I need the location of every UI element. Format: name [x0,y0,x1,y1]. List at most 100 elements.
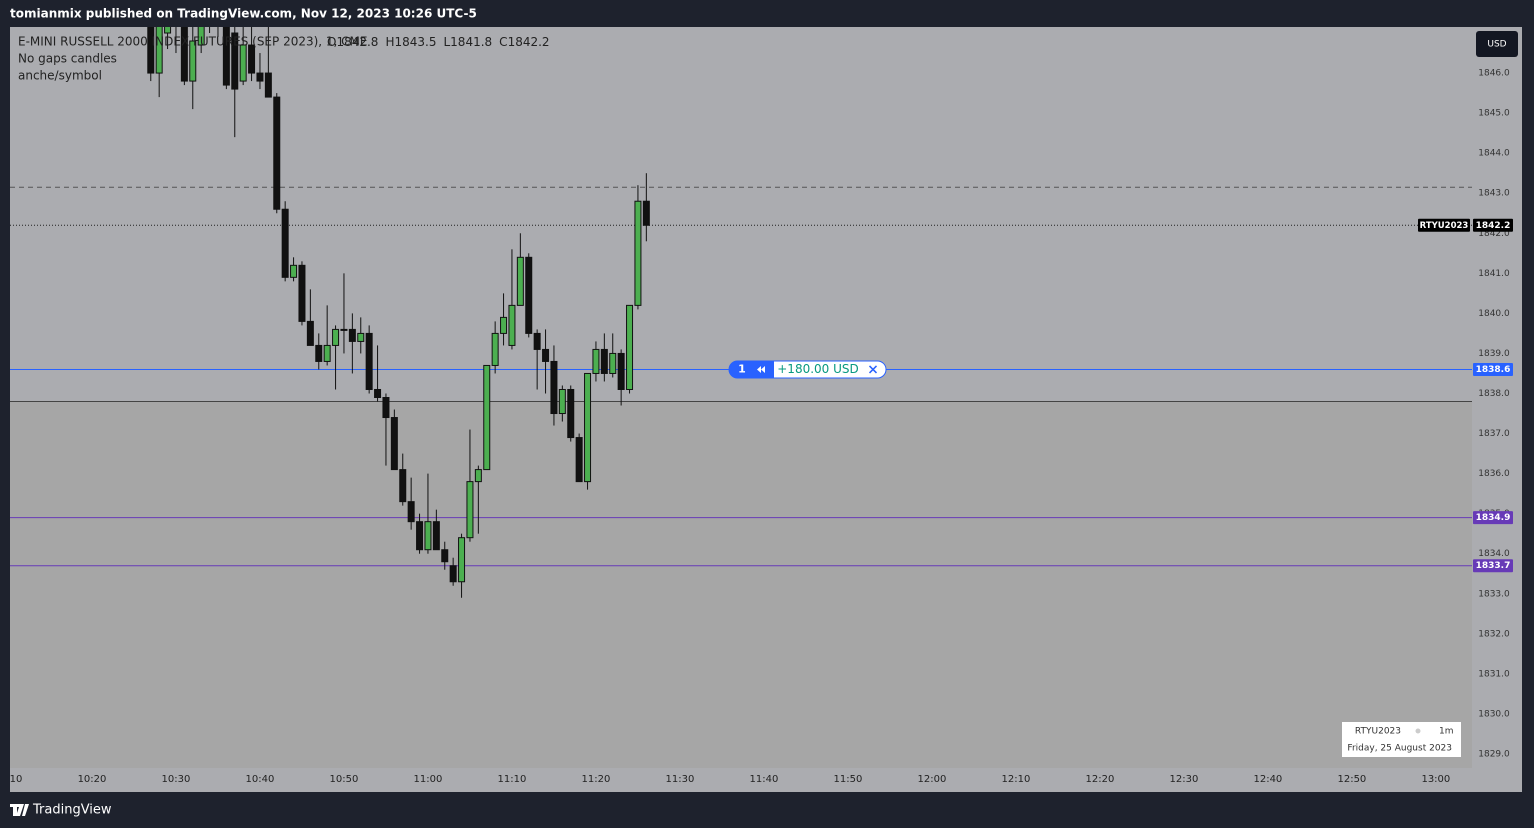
candle-body [281,208,289,278]
x-tick-label: 12:00 [918,774,947,785]
candle-body [424,521,432,551]
x-tick-label: 11:40 [750,774,779,785]
candle-body [264,72,272,98]
info-interval: 1m [1439,727,1454,737]
candle-body [407,501,415,523]
y-tick-label: 1829.0 [1478,749,1510,759]
price-label-bg [1473,559,1513,573]
candle-body [290,264,298,278]
candle-body [466,481,474,539]
x-tick-label: 12:30 [1169,774,1198,785]
x-tick-label: 10:40 [246,774,275,785]
candle-body [164,27,172,34]
candle-body [382,397,390,419]
position-qty-bg[interactable] [729,360,774,378]
y-tick-label: 1845.0 [1478,109,1510,119]
ohlc-value: 1842.2 [508,35,550,49]
y-tick-label: 1837.0 [1478,429,1510,439]
candle-body [432,521,440,551]
position-quantity[interactable]: 1 [738,362,746,375]
session-icon [1415,728,1421,734]
x-tick-label: 12:10 [1001,774,1030,785]
candle-body [533,332,541,350]
indicator-label: anche/symbol [18,69,102,83]
price-label: 1834.9 [1476,513,1511,523]
candle-body [306,320,314,346]
price-label-bg [1473,362,1513,376]
y-tick-label: 1836.0 [1478,469,1510,479]
x-tick-label: 12:20 [1085,774,1114,785]
price-label-bg [1473,511,1513,525]
x-tick-label: 11:50 [834,774,863,785]
candle-body [642,200,650,226]
brand-logo [10,804,29,816]
candle-body [180,27,188,82]
candle-body [567,388,575,439]
candle-body [155,27,163,74]
candle-body [626,304,634,390]
y-tick-label: 1840.0 [1478,309,1510,319]
info-symbol: RTYU2023 [1355,727,1401,737]
ohlc-value: 1841.8 [450,35,492,49]
info-date: Friday, 25 August 2023 [1347,744,1452,754]
y-tick-label: 1832.0 [1478,629,1510,639]
candle-body [600,348,608,374]
candle-body [323,344,331,362]
candle-body [449,565,457,583]
position-pnl: +180.00 USD [777,362,859,376]
candle-body [416,521,424,551]
close-icon[interactable] [868,365,878,374]
candle-body [458,537,466,583]
y-tick-label: 1831.0 [1478,669,1510,679]
x-tick-label: 12:40 [1253,774,1282,785]
y-tick-label: 1833.0 [1478,589,1510,599]
shade-layer [10,401,1472,768]
x-tick-label: 11:00 [414,774,443,785]
ohlc-key: C [499,35,507,49]
y-tick-label: 1843.0 [1478,189,1510,199]
y-tick-label: 1842.0 [1478,229,1510,239]
currency-button[interactable] [1476,31,1518,57]
candle-body [592,348,600,374]
candle-body [500,316,508,334]
candle-body [256,72,264,82]
x-tick-label: 10:50 [330,774,359,785]
y-tick-label: 1838.0 [1478,389,1510,399]
publish-info: tomianmix published on TradingView.com, … [10,7,477,21]
y-tick-label: 1844.0 [1478,149,1510,159]
ohlc-key: L [443,35,450,49]
candle-body [239,44,247,82]
reverse-icon[interactable] [757,365,765,373]
candle-body [390,417,398,471]
brand-name: TradingView [32,803,112,818]
candle-body [525,256,533,334]
zone-shade [10,401,1472,768]
price-axis: 1829.01830.01831.01832.01833.01834.01835… [1478,69,1510,760]
candle-body [340,328,348,331]
candle-body [609,352,617,374]
candle-body [365,332,373,390]
candle-body [273,96,281,210]
candle-body [634,200,642,306]
currency-label[interactable]: USD [1487,40,1506,50]
candle-body [374,388,382,399]
price-label: 1833.7 [1476,561,1511,571]
candle-body [248,44,256,74]
y-tick-label: 1839.0 [1478,349,1510,359]
y-tick-label: 1846.0 [1478,69,1510,79]
price-label: 1838.6 [1476,365,1511,375]
symbol-tag: RTYU2023 [1420,221,1469,231]
info-box [1342,722,1461,757]
plot-area [10,27,1472,598]
candle-body [298,264,306,322]
legend-ohlc: O1842.8 H1843.5 L1841.8 C1842.2 [327,35,550,49]
x-tick-label: 13:00 [1421,774,1450,785]
x-tick-label: 12:50 [1337,774,1366,785]
candle-body [315,344,323,362]
ohlc-value: 1842.8 [336,35,378,49]
candle-body [575,437,583,483]
x-tick-label: 10:10 [0,774,22,785]
candle-body [357,332,365,342]
